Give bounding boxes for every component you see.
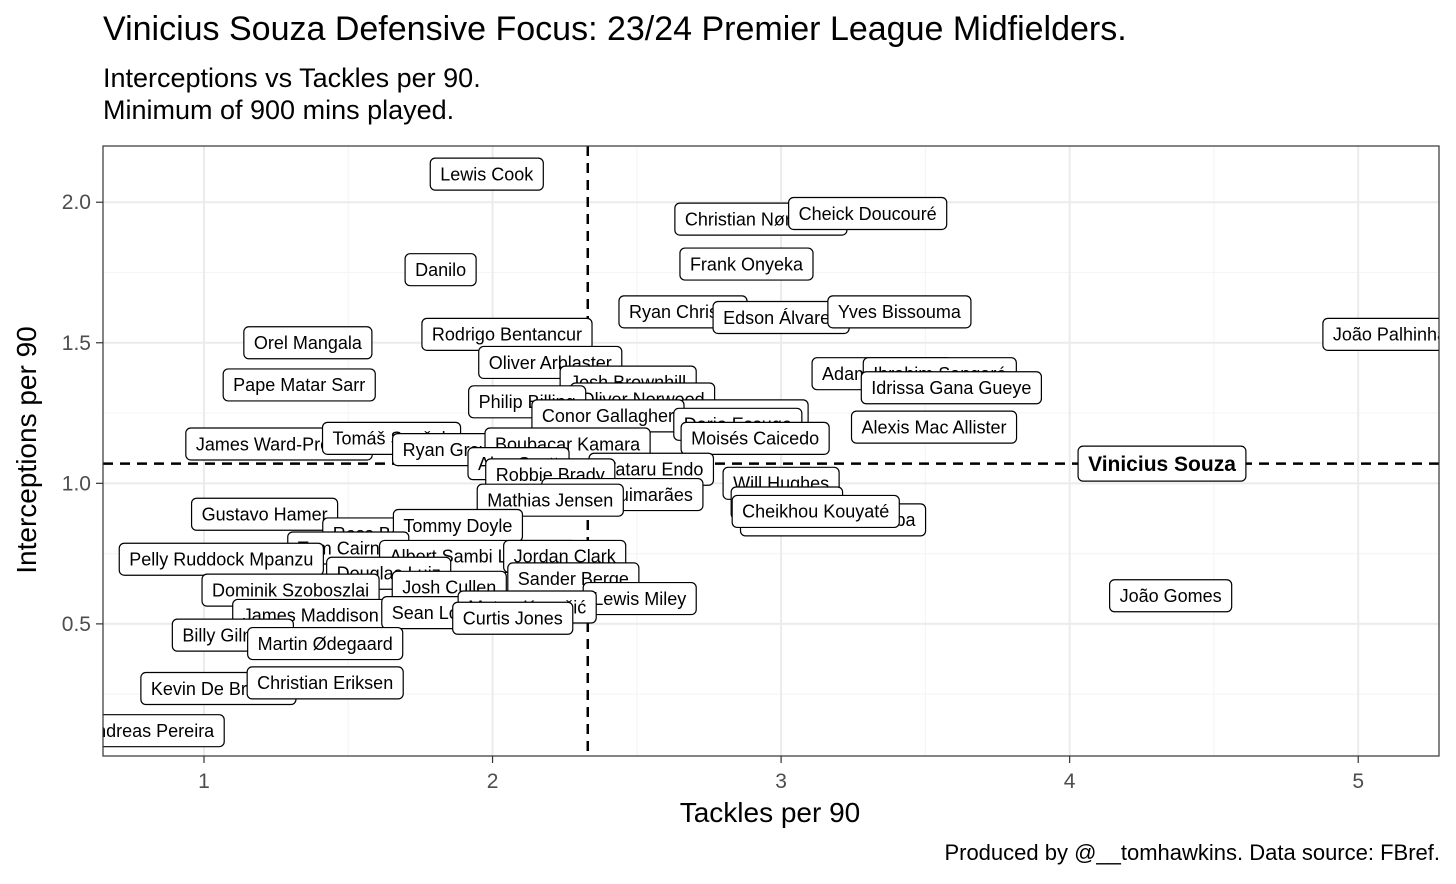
svg-text:Frank Onyeka: Frank Onyeka [690,254,804,274]
point-label: Lewis Miley [582,581,697,616]
svg-text:Lewis Miley: Lewis Miley [593,589,686,609]
chart-title: Vinicius Souza Defensive Focus: 23/24 Pr… [103,10,1127,48]
svg-text:Dominik Szoboszlai: Dominik Szoboszlai [212,580,369,600]
x-tick-label: 2 [487,770,499,793]
svg-text:Cheick Doucouré: Cheick Doucouré [799,204,937,224]
point-label: Cheick Doucouré [788,196,948,231]
svg-text:Vinicius Souza: Vinicius Souza [1088,453,1236,476]
x-tick-label: 3 [775,770,787,793]
point-label: Cheikhou Kouyaté [731,494,900,529]
point-label: Vinicius Souza [1077,445,1247,482]
point-label: Mathias Jensen [476,483,624,517]
point-label: Idrissa Gana Gueye [860,371,1042,405]
chart-subtitle: Interceptions vs Tackles per 90. Minimum… [103,62,481,126]
point-label: Dominik Szoboszlai [201,573,380,607]
point-label: Frank Onyeka [679,247,814,281]
svg-text:Conor Gallagher: Conor Gallagher [542,406,674,426]
y-axis-title: Interceptions per 90 [11,326,42,574]
caption: Produced by @__tomhawkins. Data source: … [944,840,1440,865]
x-tick-label: 1 [198,770,210,793]
svg-text:Tommy Doyle: Tommy Doyle [403,516,512,536]
svg-text:Cheikhou Kouyaté: Cheikhou Kouyaté [742,502,889,522]
y-tick-label: 0.5 [62,613,91,636]
point-label: João Palhinha [1322,317,1448,351]
point-label: Gustavo Hamer [190,497,339,531]
y-tick-label: 1.0 [62,472,91,495]
svg-text:Curtis Jones: Curtis Jones [463,609,563,629]
svg-text:Alexis Mac Allister: Alexis Mac Allister [862,417,1007,437]
subtitle-line-1: Interceptions vs Tackles per 90. [103,63,481,93]
svg-text:Orel Mangala: Orel Mangala [254,333,363,353]
svg-text:Christian Eriksen: Christian Eriksen [257,673,393,693]
svg-text:Lewis Cook: Lewis Cook [440,164,534,184]
point-label: Pape Matar Sarr [222,368,376,402]
point-label: Andreas Pereira [84,714,225,748]
svg-text:João Gomes: João Gomes [1120,586,1222,606]
point-label: Danilo [404,253,477,287]
panel-border [102,145,1440,757]
point-label: Orel Mangala [243,326,373,360]
x-tick-label: 4 [1064,770,1076,793]
svg-text:Idrissa Gana Gueye: Idrissa Gana Gueye [871,378,1031,398]
point-label: Pelly Ruddock Mpanzu [118,542,324,576]
point-label: Conor Gallagher [531,399,685,433]
y-tick-label: 1.5 [62,332,91,355]
subtitle-line-2: Minimum of 900 mins played. [103,95,455,125]
axes: 1 2 3 4 5 0.5 1.0 1.5 2.0 [62,191,1364,793]
svg-text:Andreas Pereira: Andreas Pereira [84,721,215,741]
point-label: Alexis Mac Allister [850,410,1018,444]
svg-text:Mathias Jensen: Mathias Jensen [487,490,613,510]
svg-text:Danilo: Danilo [415,260,466,280]
point-label: João Gomes [1109,579,1233,613]
svg-text:Rodrigo Bentancur: Rodrigo Bentancur [432,325,582,345]
point-label: Moisés Caicedo [680,421,830,455]
svg-text:Edson Álvarez: Edson Álvarez [723,308,839,328]
svg-text:João Palhinha: João Palhinha [1333,325,1448,345]
svg-text:Pape Matar Sarr: Pape Matar Sarr [233,375,365,395]
svg-text:Gustavo Hamer: Gustavo Hamer [202,505,328,525]
point-label: Christian Eriksen [246,666,404,700]
svg-text:Wataru Endo: Wataru Endo [599,460,703,480]
svg-text:Ryan Christie: Ryan Christie [629,302,737,322]
point-label: Curtis Jones [452,601,574,635]
point-label: Lewis Cook [429,157,544,191]
svg-text:Yves Bissouma: Yves Bissouma [838,302,962,322]
point-label: Tommy Doyle [392,508,524,543]
svg-text:Pelly Ruddock Mpanzu: Pelly Ruddock Mpanzu [129,550,313,570]
svg-text:Jordan Clark: Jordan Clark [514,547,617,567]
x-tick-label: 5 [1352,770,1364,793]
x-axis-title: Tackles per 90 [680,797,861,828]
point-label: Martin Ødegaard [247,626,404,661]
point-label: Yves Bissouma [827,295,972,329]
svg-text:Martin Ødegaard: Martin Ødegaard [258,634,393,654]
point-label: Wataru Endo [588,452,715,486]
y-tick-label: 2.0 [62,191,91,214]
svg-text:Moisés Caicedo: Moisés Caicedo [691,429,819,449]
svg-text:James Ward-Prowse: James Ward-Prowse [196,434,362,454]
point-label: Rodrigo Bentancur [421,317,593,351]
